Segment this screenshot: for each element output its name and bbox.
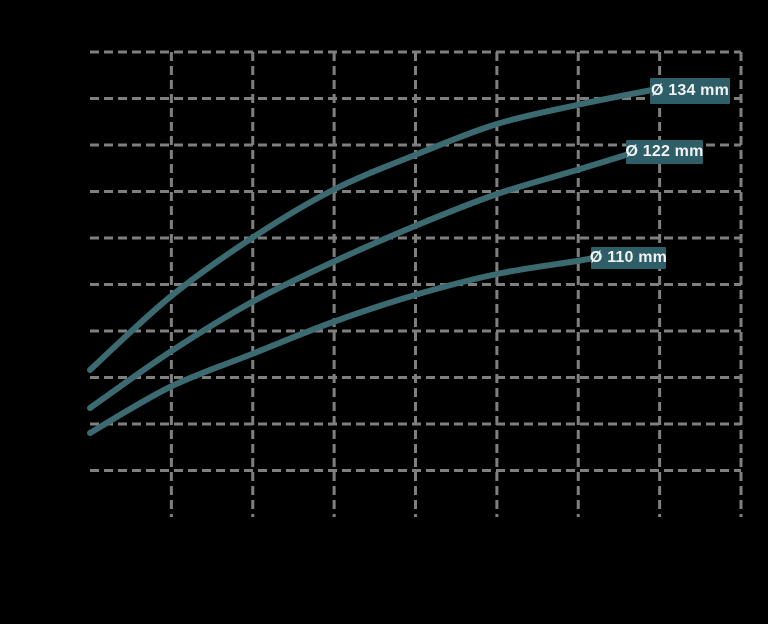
series-badge-110mm: Ø 110 mm (590, 247, 667, 269)
curve-134mm (87, 87, 655, 373)
curve-110mm (87, 255, 596, 436)
series-badge-134mm: Ø 134 mm (650, 78, 730, 104)
curve-122mm (87, 151, 632, 411)
series-badge-122mm: Ø 122 mm (625, 140, 703, 164)
